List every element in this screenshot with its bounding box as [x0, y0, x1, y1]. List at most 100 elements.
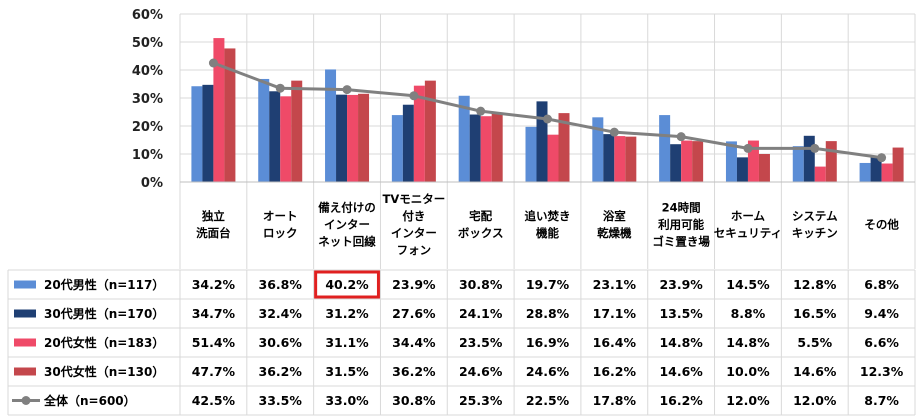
- category-label: ネット回線: [318, 235, 376, 249]
- bar: [625, 136, 637, 182]
- category-label: ロック: [263, 226, 298, 240]
- data-label: 24.1%: [459, 306, 503, 321]
- category-label: 備え付けの: [318, 201, 376, 215]
- data-label: 40.2%: [325, 277, 369, 292]
- bar: [202, 84, 214, 182]
- bar: [291, 80, 303, 182]
- bar: [424, 80, 436, 182]
- data-label: 51.4%: [192, 335, 236, 350]
- data-label: 16.2%: [659, 393, 703, 408]
- y-tick-label: 40%: [132, 64, 163, 79]
- category-label: 宅配: [469, 209, 492, 223]
- bar: [213, 38, 225, 182]
- legend-label: 20代男性（n=117）: [44, 277, 164, 292]
- category-label: 利用可能: [657, 218, 704, 232]
- legend-label: 全体（n=600）: [43, 393, 136, 408]
- data-label: 14.8%: [659, 335, 703, 350]
- line-point: [208, 58, 218, 68]
- category-label: セキュリティ: [714, 226, 782, 240]
- data-label: 23.1%: [593, 277, 637, 292]
- bar: [736, 157, 748, 182]
- data-label: 24.6%: [526, 364, 570, 379]
- legend-swatch: [14, 280, 36, 289]
- category-label: フォン: [397, 243, 432, 257]
- data-label: 33.5%: [259, 393, 303, 408]
- bar: [358, 93, 370, 182]
- y-tick-label: 20%: [132, 120, 163, 135]
- data-label: 22.5%: [526, 393, 570, 408]
- bar: [280, 96, 292, 182]
- data-label: 8.8%: [731, 306, 766, 321]
- bar: [480, 116, 492, 182]
- data-label: 36.2%: [259, 364, 303, 379]
- category-label: インター: [324, 218, 370, 232]
- bar: [536, 101, 548, 182]
- bar: [803, 135, 815, 182]
- category-label: 洗面台: [196, 226, 231, 240]
- legend-swatch: [14, 338, 36, 347]
- data-label: 16.5%: [793, 306, 837, 321]
- legend-label: 30代男性（n=170）: [44, 306, 164, 321]
- category-label: システム: [792, 209, 838, 223]
- line-point: [877, 153, 887, 163]
- bar: [347, 94, 359, 182]
- data-label: 17.8%: [593, 393, 637, 408]
- legend-swatch: [14, 309, 36, 318]
- line-point: [275, 83, 285, 93]
- line-point: [810, 143, 820, 153]
- data-label: 16.2%: [593, 364, 637, 379]
- data-label: 34.4%: [392, 335, 436, 350]
- data-label: 14.6%: [659, 364, 703, 379]
- category-label: その他: [864, 218, 899, 232]
- line-point: [609, 127, 619, 137]
- category-label: ゴミ置き場: [652, 235, 710, 249]
- bar: [336, 94, 348, 182]
- data-label: 30.6%: [259, 335, 303, 350]
- data-label: 5.5%: [797, 335, 832, 350]
- y-tick-label: 60%: [132, 8, 163, 23]
- data-label: 47.7%: [192, 364, 236, 379]
- data-label: 14.8%: [726, 335, 770, 350]
- data-label: 6.6%: [864, 335, 899, 350]
- data-label: 23.9%: [659, 277, 703, 292]
- category-label: インター: [391, 226, 437, 240]
- data-label: 36.8%: [259, 277, 303, 292]
- bar: [592, 117, 604, 182]
- line-point: [409, 91, 419, 101]
- category-label: 24時間: [662, 201, 701, 215]
- data-label: 8.7%: [864, 393, 899, 408]
- line-point: [476, 106, 486, 116]
- bar: [258, 78, 270, 182]
- line-point: [743, 143, 753, 153]
- bar: [747, 140, 759, 182]
- bar: [491, 113, 503, 182]
- bar: [191, 86, 203, 182]
- data-label: 13.5%: [659, 306, 703, 321]
- data-label: 19.7%: [526, 277, 570, 292]
- data-label: 34.7%: [192, 306, 236, 321]
- bar: [859, 162, 871, 182]
- data-label: 42.5%: [192, 393, 236, 408]
- data-label: 12.0%: [793, 393, 837, 408]
- bar: [458, 95, 470, 182]
- data-label: 28.8%: [526, 306, 570, 321]
- data-label: 36.2%: [392, 364, 436, 379]
- data-label: 31.1%: [325, 335, 369, 350]
- data-label: 23.5%: [459, 335, 503, 350]
- data-label: 10.0%: [726, 364, 770, 379]
- category-label: ボックス: [458, 226, 504, 240]
- category-label: 浴室: [603, 209, 626, 223]
- data-label: 12.8%: [793, 277, 837, 292]
- y-tick-label: 30%: [132, 92, 163, 107]
- bar: [402, 104, 414, 182]
- bar: [725, 141, 737, 182]
- category-label: 追い焚き: [525, 209, 571, 223]
- data-label: 14.5%: [726, 277, 770, 292]
- bar: [814, 166, 826, 182]
- data-label: 32.4%: [259, 306, 303, 321]
- line-point: [342, 85, 352, 95]
- data-label: 12.0%: [726, 393, 770, 408]
- line-point: [676, 132, 686, 142]
- bar: [547, 134, 559, 182]
